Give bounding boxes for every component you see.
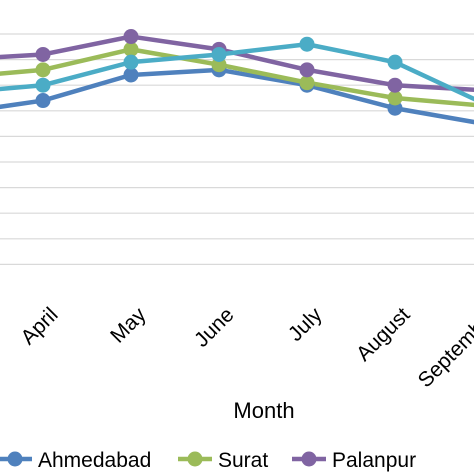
series-line-series-4 <box>0 41 474 102</box>
gridlines <box>0 33 474 265</box>
series-line-ahmedabad <box>0 67 474 125</box>
data-point-palanpur <box>299 62 315 78</box>
data-point-series-4 <box>299 36 315 52</box>
series-line-surat <box>0 47 474 108</box>
data-point-surat <box>123 41 139 57</box>
legend-label: Surat <box>218 449 268 472</box>
data-point-palanpur <box>123 29 139 45</box>
x-axis-title: Month <box>233 398 294 423</box>
data-point-surat <box>35 62 51 78</box>
x-tick-label: June <box>190 303 238 351</box>
legend-item-surat: Surat <box>178 449 268 472</box>
legend: Ahmedabad Surat Palanpur <box>0 449 416 472</box>
data-point-ahmedabad <box>35 93 51 109</box>
data-point-surat <box>387 90 403 106</box>
data-point-ahmedabad <box>123 67 139 83</box>
data-point-palanpur <box>35 46 51 62</box>
legend-swatch-marker <box>7 451 23 467</box>
data-point-series-4 <box>123 54 139 70</box>
legend-label: Palanpur <box>332 449 416 472</box>
legend-swatch-marker <box>187 451 203 467</box>
x-tick-labels: April May June July August September <box>17 303 474 392</box>
legend-swatch-marker <box>301 451 317 467</box>
legend-item-ahmedabad: Ahmedabad <box>0 449 151 472</box>
x-tick-label: September <box>414 303 474 392</box>
data-point-series-4 <box>387 54 403 70</box>
data-point-surat <box>299 75 315 91</box>
x-tick-label: April <box>17 303 63 349</box>
series-line-palanpur <box>0 34 474 93</box>
data-point-series-4 <box>35 77 51 93</box>
x-tick-label: May <box>106 303 151 348</box>
x-tick-label: July <box>284 303 327 346</box>
data-point-series-4 <box>211 46 227 62</box>
data-point-palanpur <box>387 77 403 93</box>
series-markers <box>35 29 403 116</box>
series-lines <box>0 34 474 125</box>
legend-label: Ahmedabad <box>38 449 151 472</box>
legend-item-palanpur: Palanpur <box>292 449 416 472</box>
x-tick-label: August <box>352 303 415 366</box>
